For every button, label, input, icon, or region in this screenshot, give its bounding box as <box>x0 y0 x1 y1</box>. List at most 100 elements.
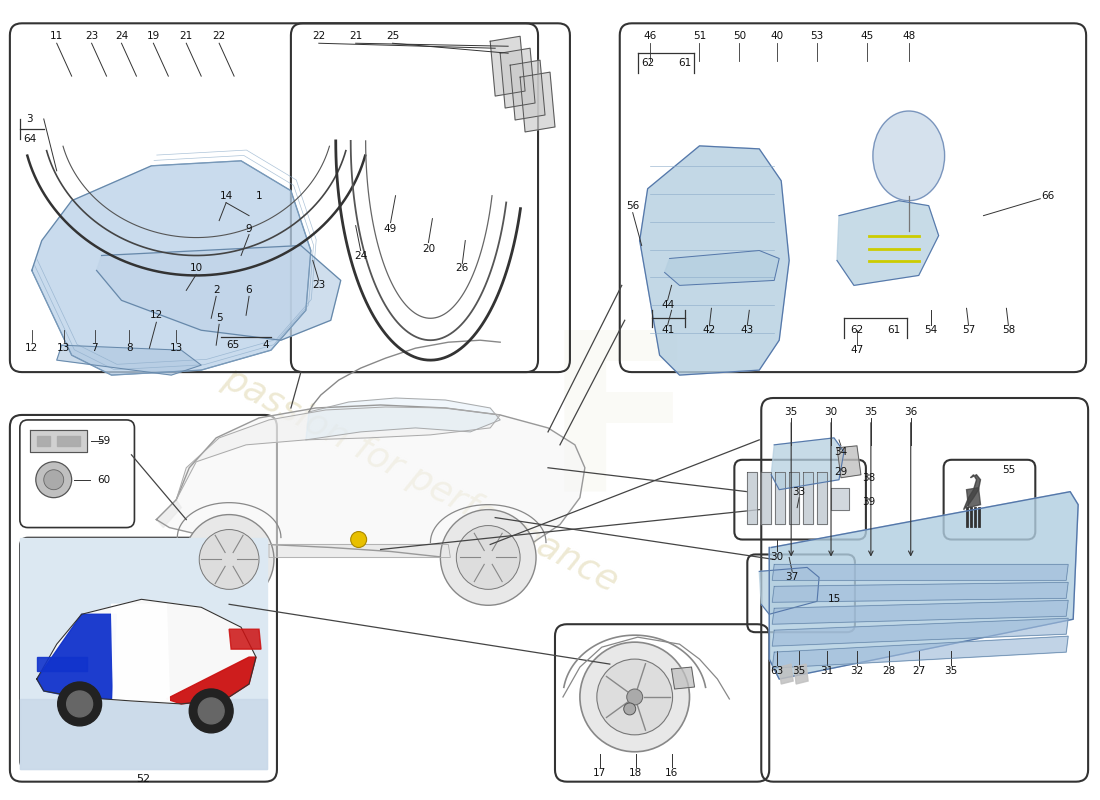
Polygon shape <box>640 146 789 375</box>
Circle shape <box>597 659 672 735</box>
Polygon shape <box>967 488 980 508</box>
Text: 14: 14 <box>220 190 233 201</box>
Polygon shape <box>761 472 771 523</box>
Text: 64: 64 <box>23 134 36 144</box>
Polygon shape <box>769 492 1078 679</box>
Circle shape <box>199 530 258 590</box>
Text: 30: 30 <box>771 553 784 562</box>
Polygon shape <box>789 472 799 523</box>
Text: 16: 16 <box>666 768 679 778</box>
Text: 38: 38 <box>862 473 876 482</box>
Text: 63: 63 <box>771 666 784 676</box>
Polygon shape <box>837 446 861 478</box>
Polygon shape <box>156 500 182 527</box>
Text: 34: 34 <box>835 447 848 457</box>
Circle shape <box>580 642 690 752</box>
Polygon shape <box>747 472 757 523</box>
Polygon shape <box>97 246 341 340</box>
Text: 52: 52 <box>136 774 151 784</box>
Polygon shape <box>776 472 785 523</box>
Text: 45: 45 <box>860 31 873 42</box>
Polygon shape <box>803 472 813 523</box>
Polygon shape <box>772 618 1068 646</box>
Polygon shape <box>772 636 1068 668</box>
Text: passion for performance: passion for performance <box>217 361 624 598</box>
Polygon shape <box>156 405 585 558</box>
Polygon shape <box>306 398 500 440</box>
Polygon shape <box>779 664 793 684</box>
Text: 62: 62 <box>641 58 654 68</box>
Circle shape <box>440 510 536 606</box>
Text: 7: 7 <box>91 343 98 353</box>
Text: 65: 65 <box>227 340 240 350</box>
Polygon shape <box>36 599 256 704</box>
Text: 22: 22 <box>312 31 326 42</box>
Text: 49: 49 <box>384 223 397 234</box>
Text: 13: 13 <box>57 343 70 353</box>
Text: 13: 13 <box>169 343 183 353</box>
Text: 61: 61 <box>678 58 691 68</box>
Polygon shape <box>229 630 261 649</box>
Text: 31: 31 <box>821 666 834 676</box>
Text: 24: 24 <box>114 31 128 42</box>
Polygon shape <box>36 436 50 446</box>
Text: 15: 15 <box>827 594 840 604</box>
Text: 32: 32 <box>850 666 864 676</box>
Text: 35: 35 <box>792 666 806 676</box>
Text: 44: 44 <box>661 300 674 310</box>
Text: 39: 39 <box>862 497 876 506</box>
Polygon shape <box>772 565 1068 580</box>
Polygon shape <box>664 250 779 286</box>
Text: 11: 11 <box>51 31 64 42</box>
Text: 56: 56 <box>626 201 639 210</box>
Polygon shape <box>36 657 87 671</box>
Text: 27: 27 <box>912 666 925 676</box>
Polygon shape <box>794 664 808 684</box>
Text: 20: 20 <box>422 243 435 254</box>
Circle shape <box>36 462 72 498</box>
Polygon shape <box>672 667 694 689</box>
Circle shape <box>624 703 636 715</box>
Text: 50: 50 <box>733 31 746 42</box>
Text: 23: 23 <box>85 31 98 42</box>
Polygon shape <box>830 488 849 510</box>
Text: 23: 23 <box>312 280 326 290</box>
Text: 24: 24 <box>354 250 367 261</box>
Text: 51: 51 <box>693 31 706 42</box>
FancyBboxPatch shape <box>20 538 267 769</box>
Polygon shape <box>176 407 501 500</box>
Text: 62: 62 <box>850 326 864 335</box>
Circle shape <box>185 514 274 604</box>
Text: 41: 41 <box>661 326 674 335</box>
Polygon shape <box>759 567 820 614</box>
Polygon shape <box>36 614 117 699</box>
Text: 33: 33 <box>792 486 806 497</box>
Polygon shape <box>57 345 201 375</box>
Polygon shape <box>964 474 980 510</box>
Text: 21: 21 <box>179 31 192 42</box>
Text: 48: 48 <box>902 31 915 42</box>
Text: 57: 57 <box>961 326 976 335</box>
Text: 61: 61 <box>888 326 901 335</box>
Text: 8: 8 <box>126 343 133 353</box>
Text: 17: 17 <box>593 768 606 778</box>
Text: 35: 35 <box>865 407 878 417</box>
Circle shape <box>57 682 101 726</box>
Text: 19: 19 <box>146 31 160 42</box>
Text: F: F <box>543 323 695 537</box>
Circle shape <box>67 691 92 717</box>
Polygon shape <box>20 699 267 769</box>
Text: 21: 21 <box>349 31 362 42</box>
Text: 25: 25 <box>386 31 399 42</box>
Text: 42: 42 <box>703 326 716 335</box>
Text: 37: 37 <box>785 572 799 582</box>
Text: 53: 53 <box>811 31 824 42</box>
Text: 46: 46 <box>644 31 657 42</box>
Text: 30: 30 <box>825 407 837 417</box>
Text: 35: 35 <box>784 407 798 417</box>
Text: 4: 4 <box>263 340 270 350</box>
Polygon shape <box>57 436 79 446</box>
Text: 10: 10 <box>189 263 202 274</box>
Text: 9: 9 <box>245 223 252 234</box>
Text: 54: 54 <box>924 326 937 335</box>
